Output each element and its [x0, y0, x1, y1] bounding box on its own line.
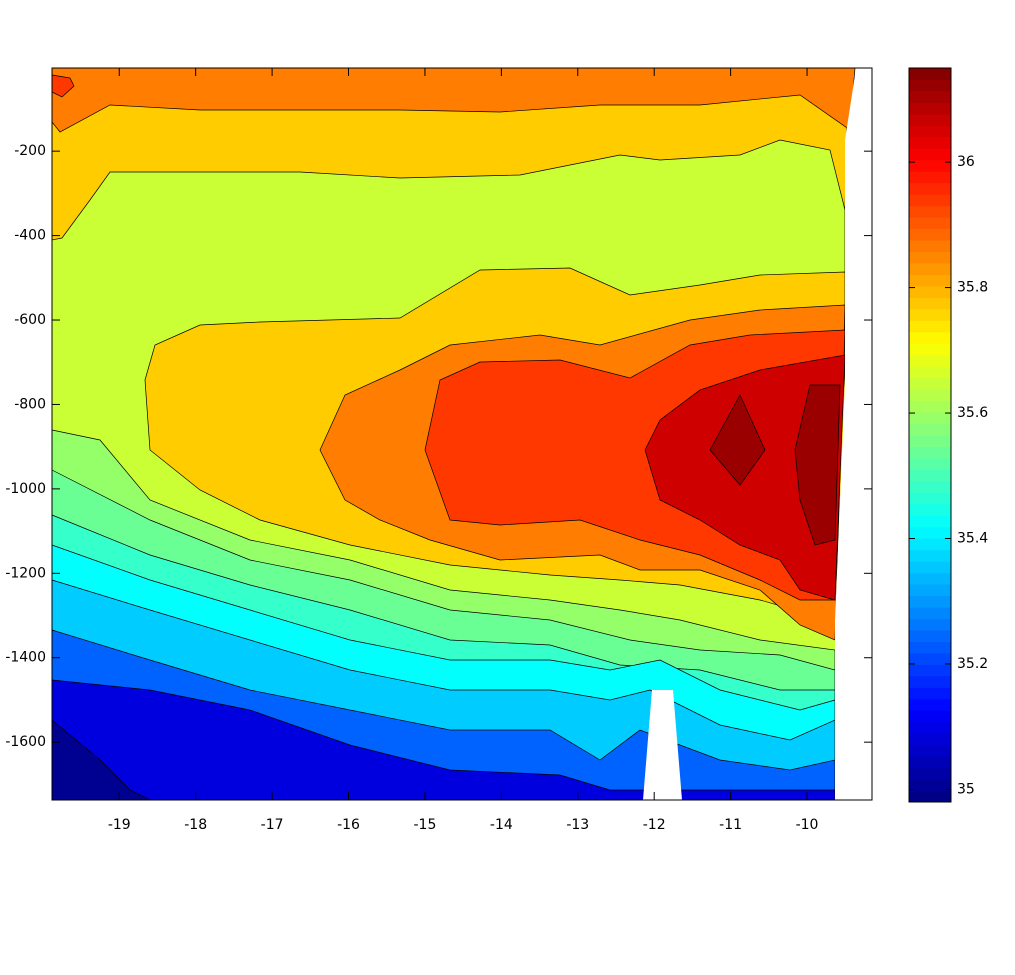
- colorbar-swatch: [909, 308, 951, 321]
- colorbar-swatch: [909, 148, 951, 161]
- colorbar-swatch: [909, 779, 951, 792]
- colorbar-tick-label: 35.8: [957, 280, 988, 296]
- colorbar-swatch: [909, 641, 951, 654]
- x-tick-label: -17: [261, 817, 284, 833]
- colorbar-swatch: [909, 744, 951, 757]
- colorbar-tick-label: 36: [957, 154, 975, 170]
- contour-band: [51, 67, 849, 241]
- x-tick-label: -14: [490, 817, 513, 833]
- colorbar-swatch: [909, 618, 951, 631]
- colorbar-swatch: [909, 664, 951, 677]
- colorbar-swatch: [909, 515, 951, 528]
- y-tick-label: -600: [14, 312, 46, 328]
- colorbar-swatch: [909, 366, 951, 379]
- colorbar-swatch: [909, 435, 951, 447]
- colorbar-swatch: [909, 549, 951, 562]
- colorbar-swatch: [909, 320, 951, 333]
- x-tick-label: -16: [337, 817, 360, 833]
- colorbar-swatch: [909, 113, 951, 126]
- colorbar-swatch: [909, 90, 951, 103]
- x-tick-label: -11: [719, 817, 742, 833]
- colorbar-swatch: [909, 710, 951, 723]
- colorbar-swatch: [909, 400, 951, 413]
- colorbar-swatch: [909, 205, 951, 218]
- colorbar-swatch: [909, 240, 951, 252]
- mask: [835, 68, 872, 800]
- y-tick-label: -1400: [5, 650, 46, 666]
- colorbar-swatch: [909, 457, 951, 470]
- colorbar-swatch: [909, 629, 951, 642]
- y-tick-label: -1000: [5, 481, 46, 497]
- colorbar-swatch: [909, 331, 951, 344]
- colorbar-swatch: [909, 171, 951, 184]
- colorbar-swatch: [909, 687, 951, 700]
- colorbar-swatch: [909, 228, 951, 241]
- colorbar-swatch: [909, 595, 951, 608]
- mask: [643, 690, 682, 800]
- colorbar-swatch: [909, 125, 951, 138]
- colorbar-swatch: [909, 412, 951, 425]
- colorbar-swatch: [909, 102, 951, 115]
- colorbar-tick-label: 35.2: [957, 656, 988, 672]
- colorbar-swatch: [909, 756, 951, 769]
- colorbar-tick-label: 35.6: [957, 405, 988, 421]
- y-tick-label: -800: [14, 396, 46, 412]
- axes-frame: [51, 67, 873, 801]
- colorbar-swatch: [909, 675, 951, 688]
- x-tick-label: -13: [566, 817, 589, 833]
- colorbar-swatch: [909, 526, 951, 539]
- colorbar-swatch: [909, 767, 951, 780]
- contour-plot: [51, 67, 872, 801]
- colorbar-swatch: [909, 68, 951, 80]
- x-tick-label: -10: [796, 817, 819, 833]
- colorbar-swatch: [909, 79, 951, 92]
- colorbar-swatch: [909, 652, 951, 665]
- colorbar-tick-label: 35.4: [957, 531, 988, 547]
- colorbar-swatch: [909, 584, 951, 597]
- colorbar-tick-label: 35: [957, 781, 975, 797]
- colorbar-swatch: [909, 194, 951, 207]
- colorbar-swatch: [909, 377, 951, 390]
- colorbar-swatch: [909, 354, 951, 367]
- colorbar-swatch: [909, 182, 951, 195]
- colorbar-swatch: [909, 285, 951, 298]
- colorbar-swatch: [909, 469, 951, 482]
- colorbar-swatch: [909, 262, 951, 275]
- colorbar-swatch: [909, 389, 951, 402]
- x-tick-label: -15: [413, 817, 436, 833]
- y-tick-label: -1200: [5, 565, 46, 581]
- y-tick-label: -200: [14, 143, 46, 159]
- colorbar-swatch: [909, 217, 951, 230]
- colorbar-swatch: [909, 538, 951, 551]
- y-tick-label: -400: [14, 228, 46, 244]
- colorbar: [909, 68, 951, 803]
- colorbar-swatch: [909, 274, 951, 287]
- colorbar-swatch: [909, 607, 951, 619]
- colorbar-swatch: [909, 446, 951, 459]
- x-tick-label: -19: [108, 817, 131, 833]
- y-tick-label: -1600: [5, 734, 46, 750]
- x-tick-label: -12: [643, 817, 666, 833]
- colorbar-swatch: [909, 423, 951, 436]
- colorbar-swatch: [909, 733, 951, 746]
- colorbar-swatch: [909, 343, 951, 356]
- colorbar-swatch: [909, 721, 951, 734]
- colorbar-swatch: [909, 561, 951, 574]
- x-tick-label: -18: [184, 817, 207, 833]
- colorbar-swatch: [909, 698, 951, 711]
- contour-band: [794, 384, 841, 546]
- colorbar-swatch: [909, 159, 951, 172]
- colorbar-swatch: [909, 136, 951, 149]
- colorbar-swatch: [909, 790, 951, 803]
- colorbar-swatch: [909, 572, 951, 585]
- colorbar-swatch: [909, 480, 951, 493]
- colorbar-swatch: [909, 503, 951, 516]
- contour-band: [709, 394, 766, 486]
- colorbar-swatch: [909, 297, 951, 310]
- colorbar-swatch: [909, 251, 951, 264]
- colorbar-frame: [908, 67, 952, 803]
- colorbar-swatch: [909, 492, 951, 505]
